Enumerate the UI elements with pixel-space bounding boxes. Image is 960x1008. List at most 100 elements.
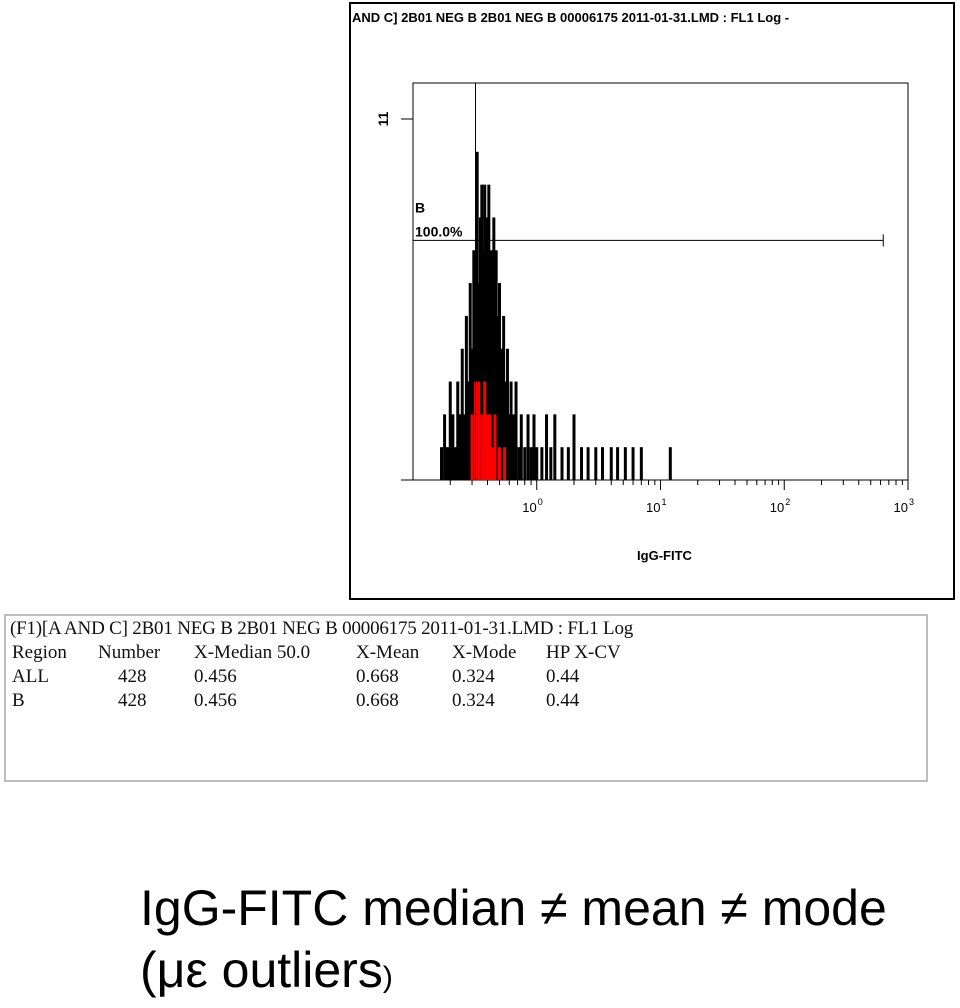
cell-x-mean: 0.668 bbox=[356, 666, 399, 687]
histogram-bar bbox=[505, 348, 509, 480]
histogram-bar bbox=[616, 447, 620, 480]
region-percent: 100.0% bbox=[415, 223, 463, 239]
histogram-bar bbox=[451, 414, 455, 480]
histogram-bar bbox=[456, 381, 460, 480]
histogram-bar bbox=[553, 414, 557, 480]
histogram-bar bbox=[532, 414, 536, 480]
histogram-bar bbox=[472, 250, 476, 480]
y-tick-label: 11 bbox=[375, 111, 391, 126]
histogram-bar bbox=[540, 447, 544, 480]
histogram-bar bbox=[519, 414, 523, 480]
histogram-bar bbox=[586, 447, 590, 480]
histogram-bar bbox=[601, 447, 605, 480]
caption-line-1: IgG-FITC median ≠ mean ≠ mode bbox=[140, 880, 887, 936]
histogram-bar bbox=[566, 447, 570, 480]
histogram-chart: AND C] 2B01 NEG B 2B01 NEG B 00006175 20… bbox=[352, 10, 914, 563]
histogram-bar bbox=[468, 283, 472, 480]
histogram-bar bbox=[443, 414, 447, 480]
histogram-bar bbox=[572, 414, 576, 480]
x-tick-label: 10 bbox=[646, 500, 660, 515]
histogram-bar bbox=[460, 348, 464, 480]
histogram-bar bbox=[535, 447, 539, 480]
cell-x-median: 0.456 bbox=[194, 690, 237, 711]
histogram-bar bbox=[504, 381, 508, 480]
cell-x-median: 0.456 bbox=[194, 666, 237, 687]
histogram-bar bbox=[526, 414, 530, 480]
histogram-bar bbox=[445, 447, 449, 480]
histogram-bar bbox=[609, 447, 613, 480]
region-label: B bbox=[415, 199, 425, 215]
header-x-mode: X-Mode bbox=[452, 642, 517, 663]
cell-hp-x-cv: 0.44 bbox=[546, 666, 580, 687]
x-tick-label: 10 bbox=[894, 500, 908, 515]
histogram-bar bbox=[458, 414, 462, 480]
histogram-bar bbox=[523, 447, 527, 480]
histogram-bar bbox=[497, 283, 501, 480]
histogram-bar bbox=[549, 447, 553, 480]
histogram-bar-red bbox=[493, 414, 497, 480]
cell-number: 428 bbox=[118, 690, 147, 711]
header-hp-x-cv: HP X-CV bbox=[546, 642, 621, 663]
x-tick-exponent: 3 bbox=[909, 497, 914, 507]
cell-x-mean: 0.668 bbox=[356, 690, 399, 711]
cell-number: 428 bbox=[118, 666, 147, 687]
header-number: Number bbox=[98, 642, 161, 663]
histogram-bar bbox=[478, 217, 482, 481]
histogram-bar bbox=[475, 151, 479, 480]
histogram-bar-red bbox=[470, 414, 474, 480]
cell-region: ALL bbox=[12, 666, 49, 687]
histogram-bar bbox=[464, 315, 468, 480]
histogram-bar-red bbox=[488, 414, 492, 480]
histogram-bar bbox=[639, 447, 643, 480]
stats-row-b: B 428 0.456 0.668 0.324 0.44 bbox=[6, 690, 926, 714]
histogram-bar bbox=[502, 315, 506, 480]
histogram-bar bbox=[514, 381, 518, 480]
histogram-bar-red bbox=[486, 414, 490, 480]
x-axis-label: IgG-FITC bbox=[637, 548, 692, 563]
histogram-bar bbox=[495, 315, 499, 480]
cell-region: B bbox=[12, 690, 25, 711]
caption-line-2-text: (με outliers bbox=[140, 942, 383, 998]
x-tick-label: 10 bbox=[770, 500, 784, 515]
histogram-bar bbox=[529, 447, 533, 480]
histogram-bar-red bbox=[503, 447, 507, 480]
x-tick-exponent: 2 bbox=[785, 497, 790, 507]
histogram-bar bbox=[623, 447, 627, 480]
stats-title: (F1)[A AND C] 2B01 NEG B 2B01 NEG B 0000… bbox=[10, 618, 634, 639]
histogram-bar bbox=[507, 414, 511, 480]
cell-hp-x-cv: 0.44 bbox=[546, 690, 580, 711]
histogram-bar bbox=[668, 447, 672, 480]
chart-title: AND C] 2B01 NEG B 2B01 NEG B 00006175 20… bbox=[352, 10, 789, 25]
x-tick-label: 10 bbox=[522, 500, 536, 515]
histogram-bar-red bbox=[477, 381, 481, 480]
histogram-bar-red bbox=[480, 414, 484, 480]
histogram-bar bbox=[517, 447, 521, 480]
header-x-median: X-Median 50.0 bbox=[194, 642, 311, 663]
histogram-bar-red bbox=[483, 381, 487, 480]
stats-header-row: Region Number X-Median 50.0 X-Mean X-Mod… bbox=[6, 642, 926, 666]
histogram-bar bbox=[545, 414, 549, 480]
histogram-bar bbox=[462, 414, 466, 480]
histogram-bar bbox=[512, 414, 516, 480]
histogram-bar bbox=[448, 381, 452, 480]
plot-frame bbox=[349, 2, 955, 600]
histogram-bar bbox=[509, 381, 513, 480]
x-tick-exponent: 1 bbox=[662, 497, 667, 507]
header-region: Region bbox=[12, 642, 67, 663]
histogram-bar bbox=[560, 447, 564, 480]
histogram-bar bbox=[466, 381, 470, 480]
histogram-bar bbox=[580, 447, 584, 480]
cell-x-mode: 0.324 bbox=[452, 666, 495, 687]
stats-row-all: ALL 428 0.456 0.668 0.324 0.44 bbox=[6, 666, 926, 690]
cell-x-mode: 0.324 bbox=[452, 690, 495, 711]
caption-close-paren: ) bbox=[382, 961, 393, 994]
caption-line-2: (με outliers) bbox=[140, 940, 393, 1008]
histogram-bar-red bbox=[497, 447, 501, 480]
x-tick-exponent: 0 bbox=[538, 497, 543, 507]
header-x-mean: X-Mean bbox=[356, 642, 420, 663]
histogram-bar bbox=[594, 447, 598, 480]
histogram-bar bbox=[453, 447, 457, 480]
histogram-bar bbox=[631, 447, 635, 480]
statistics-panel: (F1)[A AND C] 2B01 NEG B 2B01 NEG B 0000… bbox=[4, 614, 928, 782]
histogram-bar bbox=[440, 447, 444, 480]
